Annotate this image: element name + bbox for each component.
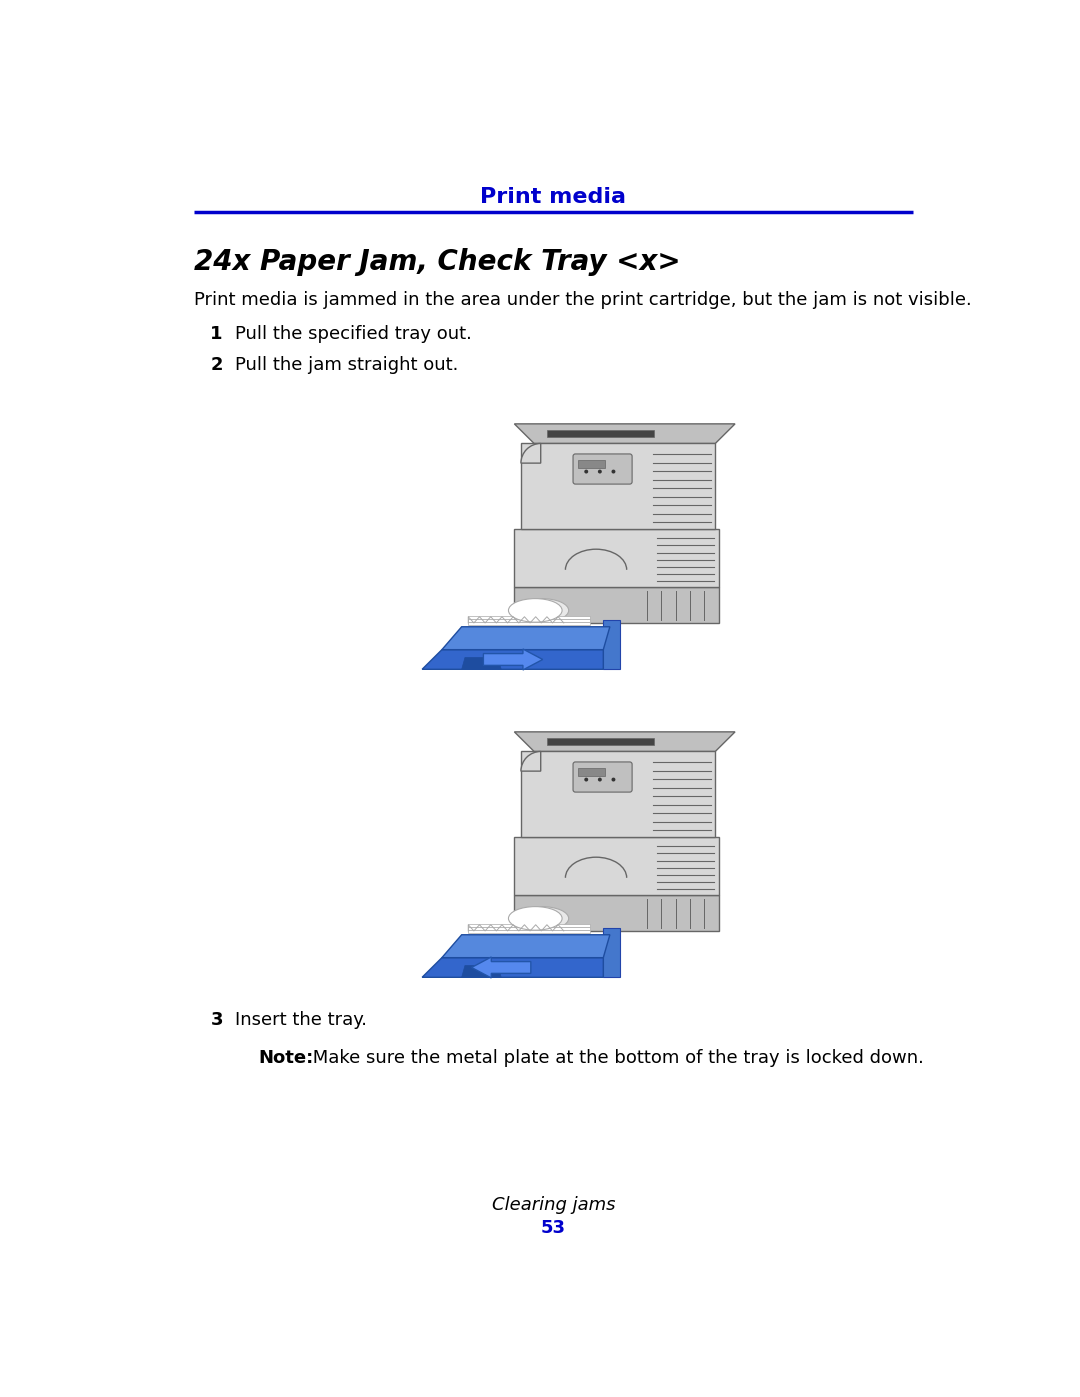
Bar bbox=[521, 752, 715, 837]
Bar bbox=[469, 619, 590, 622]
Circle shape bbox=[584, 778, 589, 781]
Bar bbox=[514, 588, 718, 623]
Bar bbox=[469, 923, 590, 928]
Bar bbox=[514, 528, 718, 588]
Bar bbox=[469, 616, 590, 619]
Circle shape bbox=[598, 778, 602, 781]
Bar bbox=[604, 928, 620, 978]
Ellipse shape bbox=[515, 907, 569, 930]
Bar bbox=[469, 930, 590, 933]
Text: 53: 53 bbox=[541, 1218, 566, 1236]
Bar bbox=[521, 443, 715, 528]
Wedge shape bbox=[521, 443, 541, 464]
Text: Pull the specified tray out.: Pull the specified tray out. bbox=[235, 326, 472, 344]
Text: 1: 1 bbox=[211, 326, 222, 344]
Bar bbox=[548, 430, 654, 437]
Bar bbox=[514, 895, 718, 932]
Polygon shape bbox=[514, 423, 735, 443]
Polygon shape bbox=[442, 935, 610, 958]
Ellipse shape bbox=[509, 598, 562, 622]
Bar bbox=[604, 620, 620, 669]
Text: 3: 3 bbox=[211, 1011, 222, 1028]
Text: Print media: Print media bbox=[481, 187, 626, 207]
Bar bbox=[548, 739, 654, 745]
Text: Note:: Note: bbox=[259, 1049, 314, 1067]
Circle shape bbox=[598, 469, 602, 474]
Wedge shape bbox=[521, 752, 541, 771]
Text: 2: 2 bbox=[211, 356, 222, 374]
Bar bbox=[578, 460, 605, 468]
FancyBboxPatch shape bbox=[573, 454, 632, 485]
Text: 24x Paper Jam, Check Tray <x>: 24x Paper Jam, Check Tray <x> bbox=[193, 249, 680, 277]
FancyArrow shape bbox=[484, 650, 542, 671]
Ellipse shape bbox=[515, 598, 569, 622]
Bar bbox=[469, 928, 590, 930]
Polygon shape bbox=[422, 650, 604, 669]
FancyArrow shape bbox=[472, 957, 531, 978]
Text: Make sure the metal plate at the bottom of the tray is locked down.: Make sure the metal plate at the bottom … bbox=[307, 1049, 923, 1067]
FancyBboxPatch shape bbox=[573, 761, 632, 792]
Circle shape bbox=[611, 469, 616, 474]
Polygon shape bbox=[442, 627, 610, 650]
Polygon shape bbox=[422, 958, 604, 978]
Bar bbox=[514, 837, 718, 895]
Text: Print media is jammed in the area under the print cartridge, but the jam is not : Print media is jammed in the area under … bbox=[193, 291, 971, 309]
Circle shape bbox=[584, 469, 589, 474]
Bar bbox=[578, 768, 605, 775]
Polygon shape bbox=[461, 658, 501, 669]
Ellipse shape bbox=[509, 907, 562, 930]
Text: Pull the jam straight out.: Pull the jam straight out. bbox=[235, 356, 459, 374]
Text: Clearing jams: Clearing jams bbox=[491, 1196, 616, 1214]
Polygon shape bbox=[514, 732, 735, 752]
Circle shape bbox=[611, 778, 616, 781]
Polygon shape bbox=[461, 965, 501, 978]
Bar bbox=[469, 622, 590, 626]
Text: Insert the tray.: Insert the tray. bbox=[235, 1011, 367, 1028]
